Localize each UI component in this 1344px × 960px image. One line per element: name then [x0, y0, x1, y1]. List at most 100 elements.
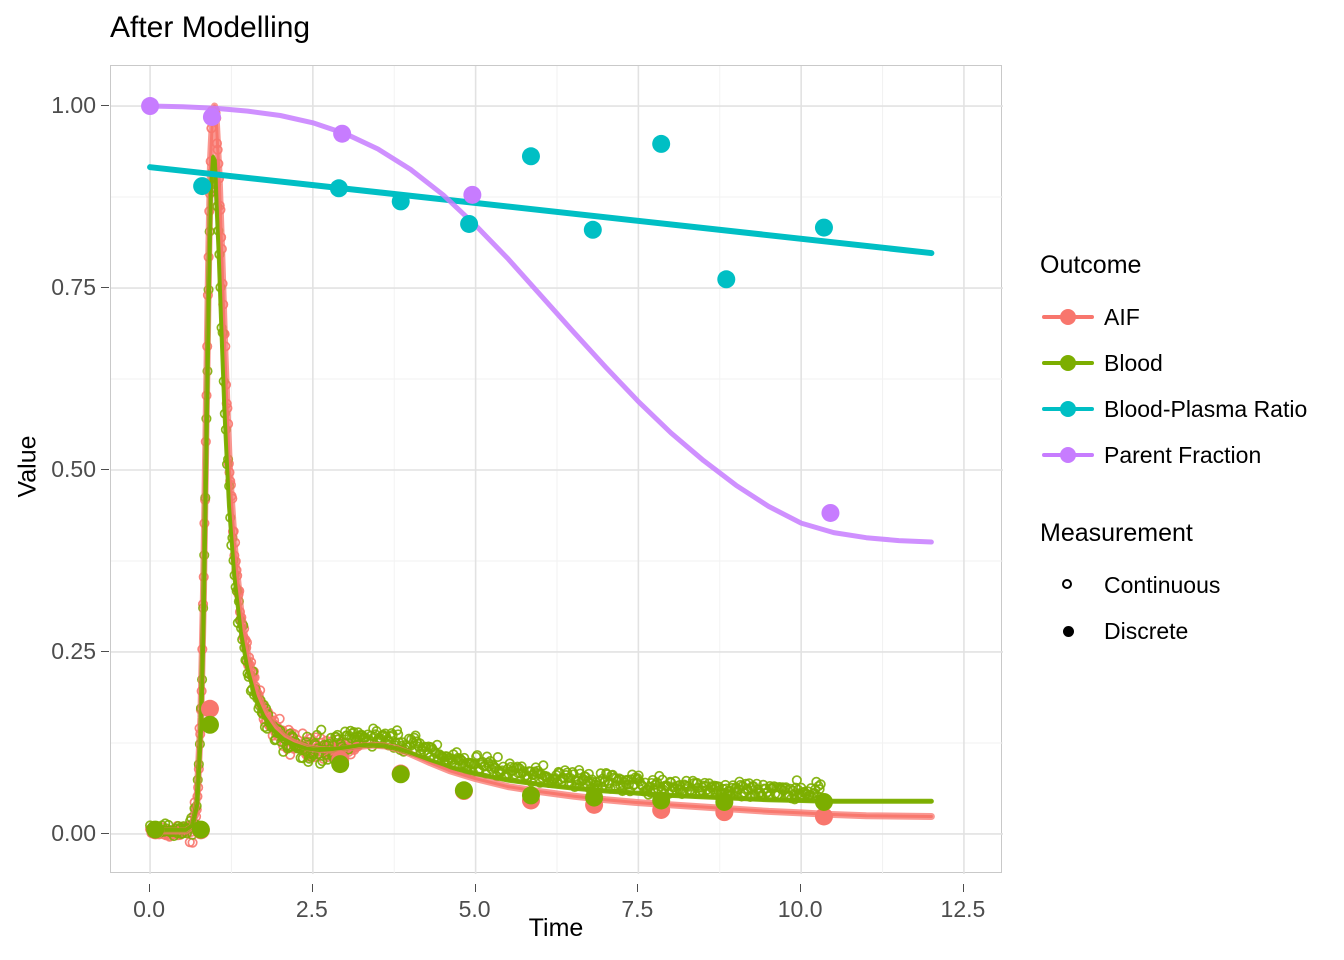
legend-item-blood-plasma-ratio[interactable]: Blood-Plasma Ratio — [1040, 386, 1340, 432]
filled-circle-icon — [1063, 626, 1074, 637]
legend-item-label: Parent Fraction — [1104, 441, 1262, 468]
open-circle-icon — [1040, 562, 1096, 608]
legend-group-outcome: Outcome AIF Blood Blood-Plasma Ratio Parent… — [1040, 250, 1340, 478]
discrete-point — [652, 791, 671, 810]
continuous-point — [815, 779, 826, 790]
legend-item-label: Blood-Plasma Ratio — [1104, 395, 1308, 422]
continuous-point — [601, 767, 612, 779]
discrete-point — [521, 786, 540, 805]
legend-dot-icon — [1060, 447, 1076, 463]
discrete-point — [333, 124, 352, 143]
discrete-point — [814, 792, 833, 811]
continuous-points-blood — [145, 162, 826, 842]
discrete-point — [652, 134, 671, 153]
x-tick-mark — [474, 884, 476, 892]
legend-item-label: Blood — [1104, 349, 1163, 376]
discrete-point — [715, 792, 734, 811]
legend-dot-icon — [1060, 401, 1076, 417]
discrete-points-parent-fraction — [141, 97, 840, 522]
discrete-point — [583, 220, 602, 239]
y-axis-title: Value — [13, 435, 42, 498]
y-tick-label: 0.50 — [51, 456, 96, 482]
continuous-point — [538, 760, 549, 771]
continuous-point — [595, 768, 606, 779]
fitted-line-blood-plasma-ratio — [147, 164, 935, 257]
y-tick-label: 1.00 — [51, 92, 96, 119]
legend-key-icon — [1040, 340, 1096, 386]
continuous-point — [633, 770, 644, 781]
legend-key-icon — [1040, 432, 1096, 478]
discrete-point — [391, 765, 410, 784]
legend-group-measurement: Measurement Continuous Discrete — [1040, 518, 1340, 654]
continuous-point — [392, 725, 403, 736]
continuous-point — [302, 731, 313, 742]
discrete-point — [200, 699, 219, 718]
legend-title-outcome: Outcome — [1040, 251, 1142, 279]
legend-key-icon — [1040, 294, 1096, 340]
discrete-point — [331, 755, 350, 774]
continuous-points-aif — [145, 105, 364, 848]
y-tick-label: 0.25 — [51, 637, 96, 664]
continuous-point — [315, 758, 326, 769]
continuous-point — [814, 784, 825, 795]
continuous-point — [454, 753, 465, 764]
discrete-point — [329, 179, 348, 198]
y-tick-mark — [101, 469, 109, 470]
discrete-point — [146, 820, 165, 839]
discrete-point — [821, 503, 840, 522]
grid-lines — [111, 66, 1003, 874]
legend-item-parent-fraction[interactable]: Parent Fraction — [1040, 432, 1340, 478]
discrete-point — [585, 788, 604, 807]
discrete-point — [193, 177, 212, 196]
page-title: After Modelling — [110, 11, 311, 44]
y-tick-mark — [101, 832, 109, 834]
discrete-point — [202, 107, 221, 126]
plot-canvas — [111, 66, 1003, 874]
legend-item-label: AIF — [1104, 303, 1140, 330]
y-axis-tick-labels: 0.00 0.25 0.50 0.75 1.00 — [0, 0, 109, 960]
x-tick-label: 5.0 — [458, 896, 491, 922]
legend-item-discrete[interactable]: Discrete — [1040, 608, 1340, 654]
x-tick-mark — [962, 884, 964, 892]
continuous-point — [791, 775, 802, 786]
x-tick-label: 0.0 — [133, 896, 166, 922]
x-axis-title: Time — [528, 914, 584, 942]
legend-title-measurement: Measurement — [1040, 519, 1193, 547]
y-tick-label: 0.75 — [51, 274, 96, 301]
discrete-point — [814, 807, 833, 826]
y-tick-mark — [101, 287, 109, 289]
open-circle-icon — [1062, 579, 1072, 589]
fitted-line-parent-fraction — [147, 103, 934, 545]
legend-item-aif[interactable]: AIF — [1040, 294, 1340, 340]
continuous-point — [274, 713, 285, 724]
y-tick-mark — [101, 105, 109, 107]
x-tick-mark — [637, 884, 639, 892]
discrete-points-blood — [146, 715, 833, 839]
x-tick-mark — [311, 884, 313, 892]
legend-key-icon — [1040, 386, 1096, 432]
legend-item-label: Continuous — [1104, 571, 1221, 598]
discrete-point — [454, 781, 473, 800]
discrete-points-blood-plasma-ratio — [193, 134, 833, 289]
legend: Outcome AIF Blood Blood-Plasma Ratio Parent… — [1040, 250, 1340, 694]
y-tick-label: 0.00 — [51, 819, 96, 846]
fitted-line-blood — [148, 155, 933, 832]
continuous-point — [516, 761, 527, 772]
y-tick-mark — [101, 650, 109, 652]
x-tick-label: 7.5 — [621, 896, 654, 922]
discrete-point — [521, 147, 540, 166]
continuous-point — [741, 783, 753, 794]
legend-item-blood[interactable]: Blood — [1040, 340, 1340, 386]
discrete-point — [814, 218, 833, 237]
discrete-point — [463, 185, 482, 204]
discrete-point — [141, 97, 160, 116]
discrete-point — [391, 192, 410, 211]
discrete-point — [460, 214, 479, 233]
continuous-point — [432, 739, 443, 750]
discrete-point — [717, 270, 736, 289]
legend-item-continuous[interactable]: Continuous — [1040, 562, 1340, 608]
filled-circle-icon — [1040, 608, 1096, 654]
legend-dot-icon — [1060, 355, 1076, 371]
continuous-point — [751, 778, 762, 789]
x-axis-tick-labels: 0.0 2.5 5.0 7.5 10.0 12.5 — [0, 884, 1344, 921]
